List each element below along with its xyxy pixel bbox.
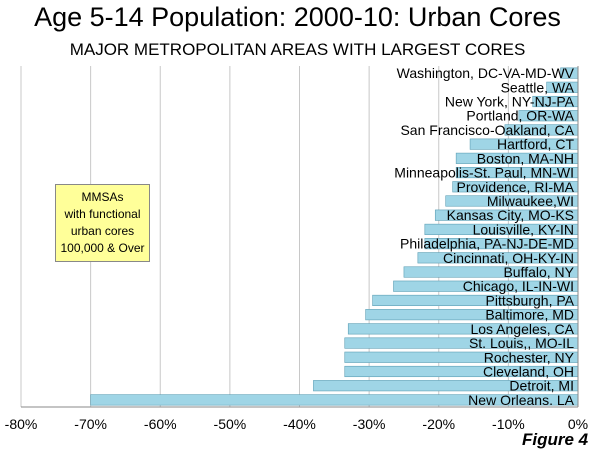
note-line: with functional [64, 207, 141, 221]
x-tick-label: -30% [353, 416, 386, 432]
category-label: Kansas City, MO-KS [447, 207, 574, 223]
category-label: Providence, RI-MA [457, 179, 575, 195]
category-label: Cleveland, OH [483, 363, 574, 379]
category-label: Hartford, CT [497, 136, 574, 152]
x-tick-label: -50% [214, 416, 247, 432]
note-box: MMSAs with functional urban cores 100,00… [55, 184, 150, 262]
x-axis: -80% -70% -60% -50% -40% -30% -20% -10% 0% [5, 66, 588, 432]
category-label: Washington, DC-VA-MD-WV [397, 65, 575, 81]
chart-subtitle: MAJOR METROPOLITAN AREAS WITH LARGEST CO… [69, 40, 526, 59]
category-label: New York, NY-NJ-PA [445, 94, 575, 110]
category-label: Boston, MA-NH [477, 150, 574, 166]
x-tick-label: -60% [144, 416, 177, 432]
category-label: Milwaukee,WI [487, 193, 574, 209]
chart-title: Age 5-14 Population: 2000-10: Urban Core… [34, 2, 561, 32]
category-label: Minneapolis-St. Paul, MN-WI [394, 165, 574, 181]
x-tick-label: -10% [492, 416, 525, 432]
note-line: MMSAs [81, 190, 124, 204]
category-label: Pittsburgh, PA [486, 292, 575, 308]
x-tick-label: -20% [422, 416, 455, 432]
category-label: Portland, OR-WA [466, 108, 574, 124]
category-label: Los Angeles, CA [470, 321, 574, 337]
x-tick-label: -40% [283, 416, 316, 432]
category-label: Baltimore, MD [485, 307, 574, 323]
category-label: New Orleans. LA [468, 392, 574, 408]
x-tick-label: -80% [5, 416, 38, 432]
category-label: St. Louis,, MO-IL [469, 335, 574, 351]
category-label: Philadelphia, PA-NJ-DE-MD [400, 236, 574, 252]
category-label: Buffalo, NY [503, 264, 574, 280]
category-label: Chicago, IL-IN-WI [463, 278, 574, 294]
category-label: Detroit, MI [509, 378, 574, 394]
x-tick-label: 0% [568, 416, 588, 432]
note-line: 100,000 & Over [60, 241, 145, 255]
figure-label: Figure 4 [522, 430, 589, 449]
note-line: urban cores [70, 224, 135, 238]
category-label: Louisville, KY-IN [473, 221, 574, 237]
category-label: Seattle, WA [501, 79, 575, 95]
category-label: Cincinnati, OH-KY-IN [443, 250, 574, 266]
x-tick-label: -70% [74, 416, 107, 432]
category-label: Rochester, NY [484, 349, 575, 365]
category-label: San Francisco-Oakland, CA [400, 122, 574, 138]
